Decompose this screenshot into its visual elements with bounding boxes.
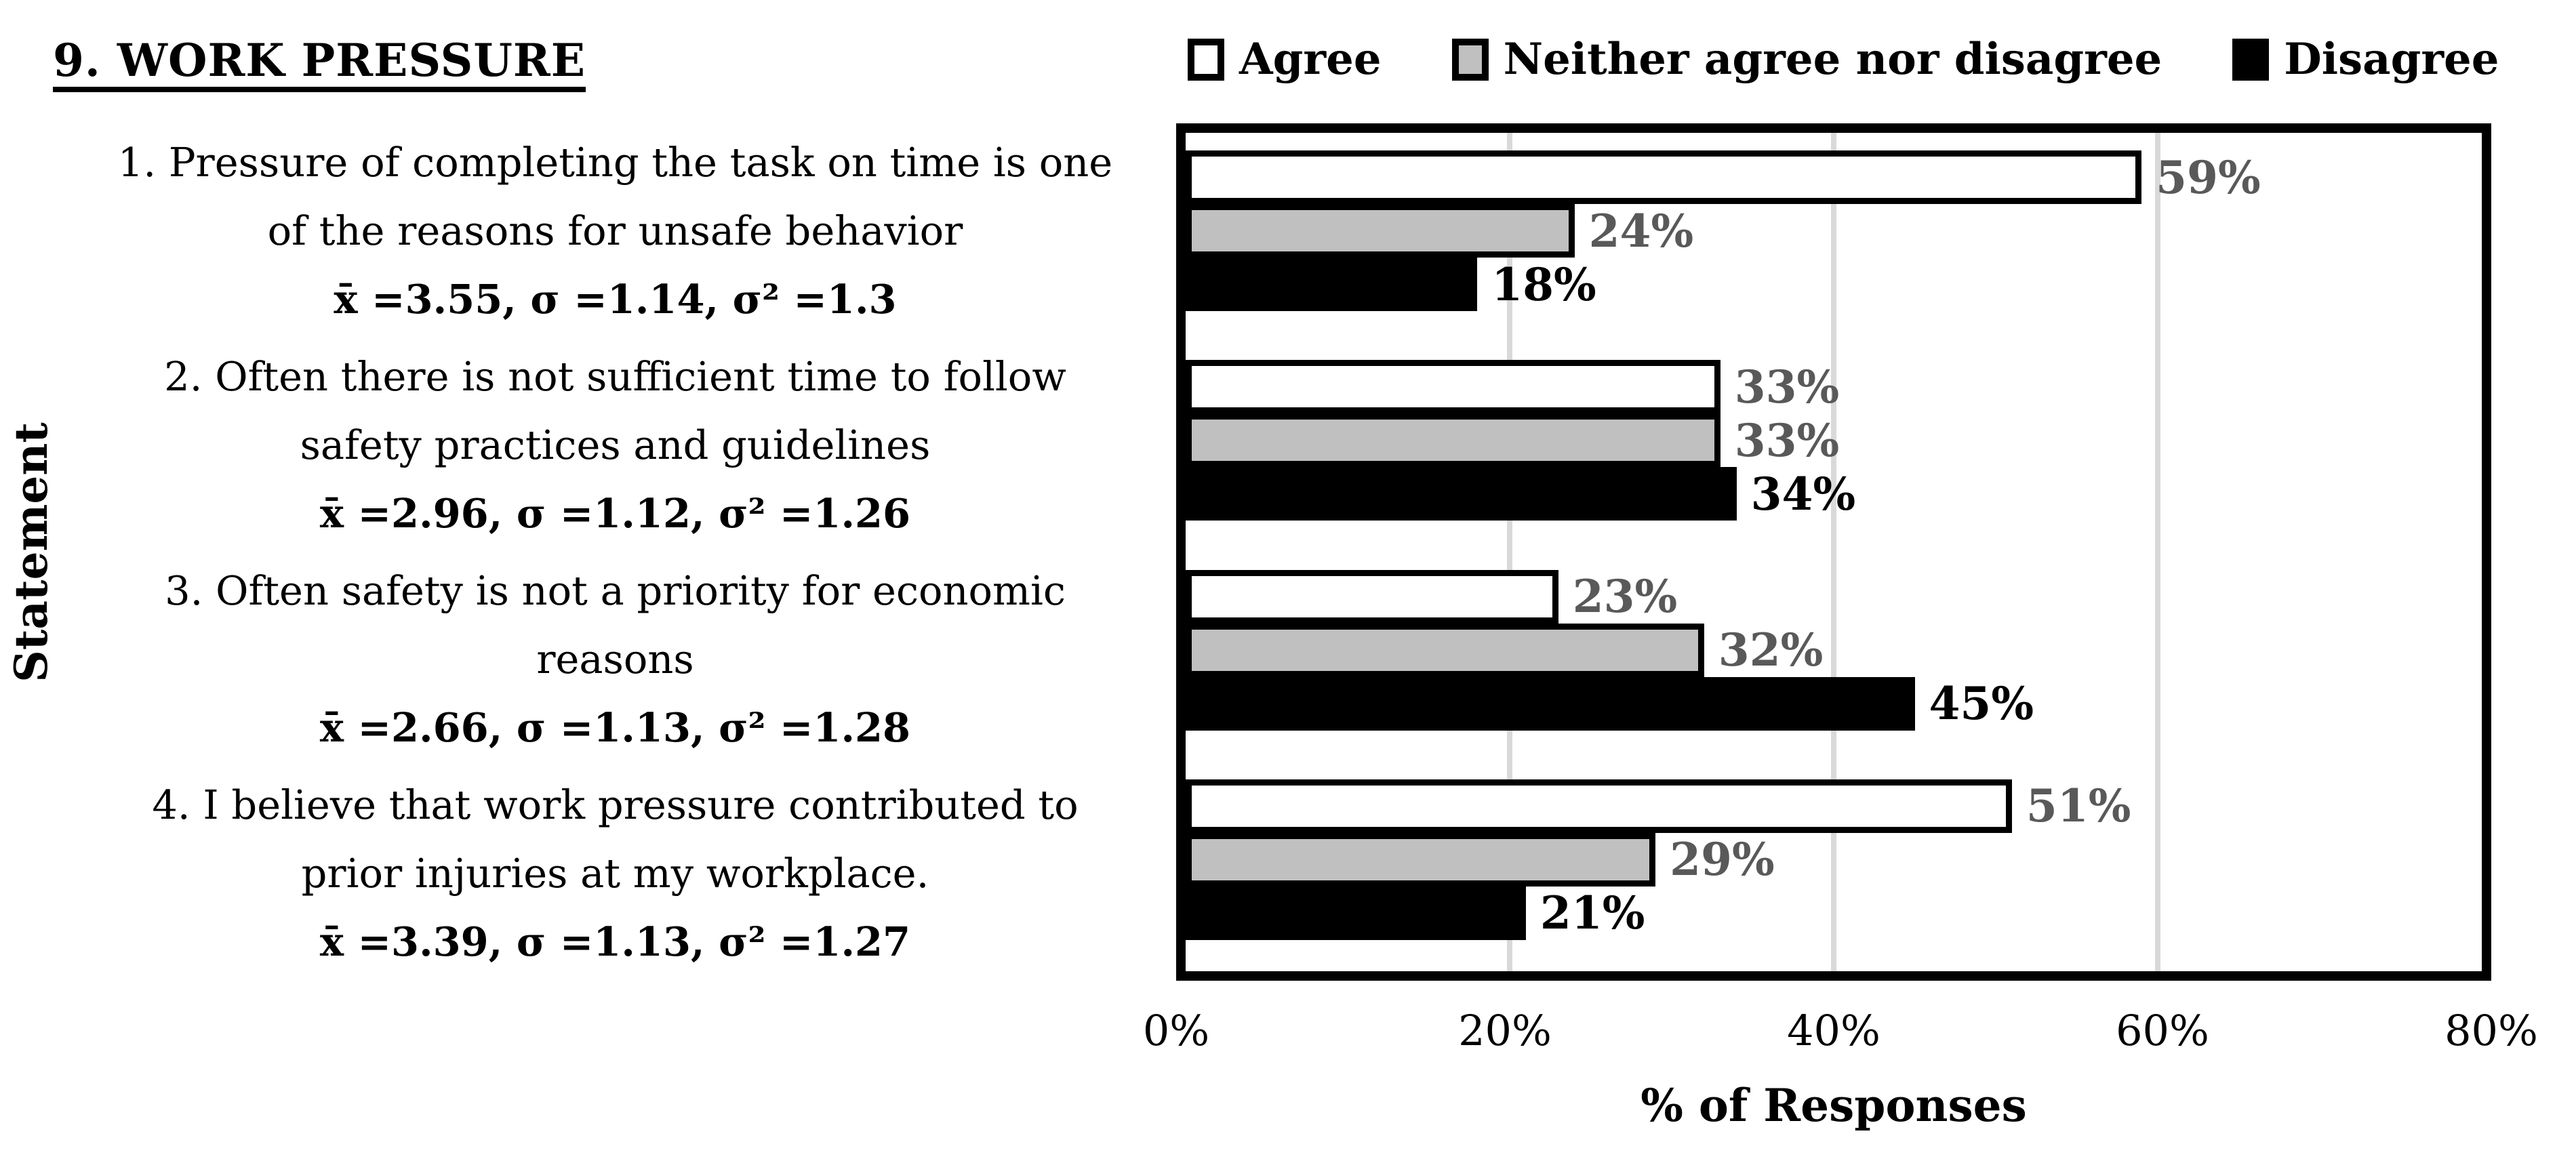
plot-inner: 59% 24% 18% 33% 33% 34% 23% 32% 45% 51% 29% 21% [1186,133,2482,971]
bar-agree-1: 59% [1186,150,2261,204]
legend-item-disagree: Disagree [2232,38,2499,81]
x-tick-20: 20% [1458,1006,1552,1055]
plot-area: 59% 24% 18% 33% 33% 34% 23% 32% 45% 51% 29% 21% [1176,123,2491,981]
bar-disagree-2: 34% [1186,467,1855,521]
statement-1-line-1: 1. Pressure of completing the task on ti… [117,138,1113,186]
gridline-40 [1831,133,1836,971]
statement-2-stats: x̄ =2.96, σ =1.12, σ² =1.26 [319,489,911,537]
statement-2-line-1: 2. Often there is not sufficient time to… [164,352,1066,400]
bar-label-disagree-4: 21% [1539,887,1645,940]
statement-2: 2. Often there is not sufficient time to… [71,338,1159,552]
legend-label-neither-agree-nor-disagree: Neither agree nor disagree [1503,34,2162,85]
bar-agree-3: 23% [1186,569,1677,624]
bar-neither-agree-nor-disagree-2: 33% [1186,413,1839,468]
bar-label-disagree-2: 34% [1750,467,1856,521]
bar-label-neither-agree-nor-disagree-4: 29% [1670,833,1775,887]
legend-swatch-disagree-icon [2232,39,2270,81]
statement-1: 1. Pressure of completing the task on ti… [71,123,1159,338]
bar-label-disagree-1: 18% [1491,258,1596,311]
x-tick-60: 60% [2116,1006,2209,1055]
bar-label-neither-agree-nor-disagree-1: 24% [1588,204,1694,258]
legend-label-disagree: Disagree [2284,34,2499,85]
x-tick-0: 0% [1142,1006,1210,1055]
bar-disagree-3: 45% [1186,676,2034,731]
legend: Agree Neither agree nor disagree Disagree [1188,38,2499,81]
bar-label-disagree-3: 45% [1929,677,2034,730]
bar-label-agree-2: 33% [1734,360,1840,413]
bar-group-4: 51% 29% 21% [1186,762,2482,971]
statement-1-stats: x̄ =3.55, σ =1.14, σ² =1.3 [334,275,897,323]
legend-label-agree: Agree [1239,34,1382,85]
bar-neither-agree-nor-disagree-4: 29% [1186,832,1775,887]
legend-item-agree: Agree [1188,38,1382,81]
legend-swatch-agree-icon [1188,39,1224,81]
statement-2-line-2: safety practices and guidelines [300,421,931,468]
bar-label-neither-agree-nor-disagree-3: 32% [1718,624,1824,676]
gridline-60 [2155,133,2160,971]
bar-neither-agree-nor-disagree-1: 24% [1186,204,1693,258]
bar-agree-2: 33% [1186,360,1839,414]
statement-3-line-2: reasons [536,636,694,683]
statement-4-line-1: 4. I believe that work pressure contribu… [152,781,1079,829]
bar-group-2: 33% 33% 34% [1186,342,2482,552]
bar-label-neither-agree-nor-disagree-2: 33% [1734,413,1840,467]
bar-disagree-1: 18% [1186,258,1596,311]
statement-1-line-2: of the reasons for unsafe behavior [267,207,963,254]
bar-agree-4: 51% [1186,779,2131,833]
bar-label-agree-4: 51% [2026,779,2131,833]
y-axis-title: Statement [5,422,58,683]
legend-item-neither-agree-nor-disagree: Neither agree nor disagree [1451,34,2162,85]
statement-3-stats: x̄ =2.66, σ =1.13, σ² =1.28 [319,704,911,752]
statement-4-line-2: prior injuries at my workplace. [301,850,929,897]
x-tick-80: 80% [2444,1006,2538,1055]
gridline-20 [1507,133,1512,971]
statement-3-line-1: 3. Often safety is not a priority for ec… [165,567,1066,615]
bar-label-agree-3: 23% [1572,570,1678,623]
x-axis-ticks: 0% 20% 40% 60% 80% [1143,1006,2538,1060]
bar-group-3: 23% 32% 45% [1186,552,2482,762]
statement-4-stats: x̄ =3.39, σ =1.13, σ² =1.27 [319,918,911,966]
x-axis-title: % of Responses [1641,1079,2027,1132]
chart-title: 9. WORK PRESSURE [53,34,586,87]
bar-neither-agree-nor-disagree-3: 32% [1186,623,1823,677]
statement-labels: 1. Pressure of completing the task on ti… [71,123,1159,981]
bar-label-agree-1: 59% [2156,150,2261,204]
bar-group-1: 59% 24% 18% [1186,133,2482,342]
statement-3: 3. Often safety is not a priority for ec… [71,552,1159,767]
legend-swatch-neither-agree-nor-disagree-icon [1451,39,1489,81]
x-tick-40: 40% [1787,1006,1880,1055]
statement-4: 4. I believe that work pressure contribu… [71,767,1159,981]
bar-disagree-4: 21% [1186,886,1645,940]
